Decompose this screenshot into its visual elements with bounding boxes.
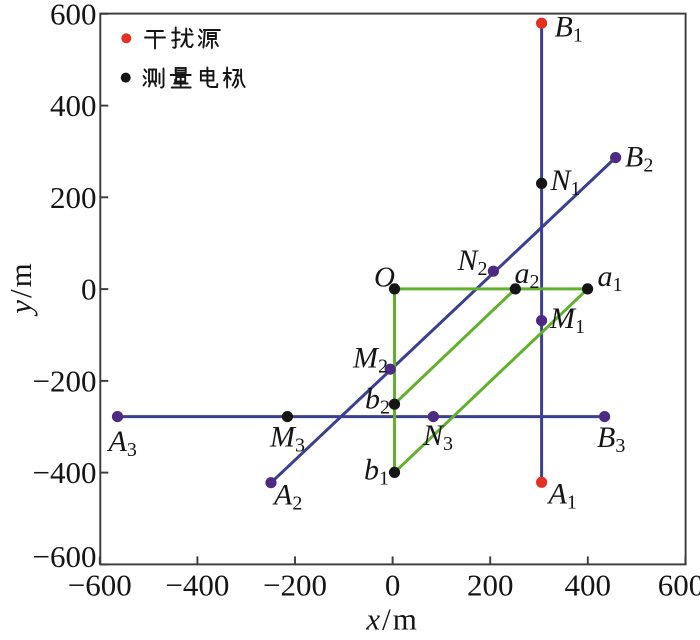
- svg-text:−600: −600: [33, 539, 97, 574]
- svg-text:200: 200: [50, 180, 97, 215]
- svg-text:0: 0: [81, 272, 97, 307]
- svg-text:O: O: [374, 262, 395, 294]
- svg-text:0: 0: [385, 568, 401, 603]
- svg-text:a2: a2: [515, 257, 540, 293]
- svg-text:b2: b2: [365, 383, 390, 419]
- svg-text:y/m: y/m: [3, 261, 38, 317]
- svg-text:600: 600: [50, 0, 97, 31]
- svg-text:−200: −200: [263, 568, 327, 603]
- svg-text:400: 400: [565, 568, 612, 603]
- svg-text:400: 400: [50, 88, 97, 123]
- svg-text:−400: −400: [165, 568, 229, 603]
- svg-text:−200: −200: [33, 363, 97, 398]
- svg-text:600: 600: [658, 568, 700, 603]
- svg-text:−600: −600: [68, 568, 132, 603]
- svg-text:−400: −400: [33, 455, 97, 490]
- svg-text:200: 200: [467, 568, 514, 603]
- svg-text:x/m: x/m: [365, 602, 419, 637]
